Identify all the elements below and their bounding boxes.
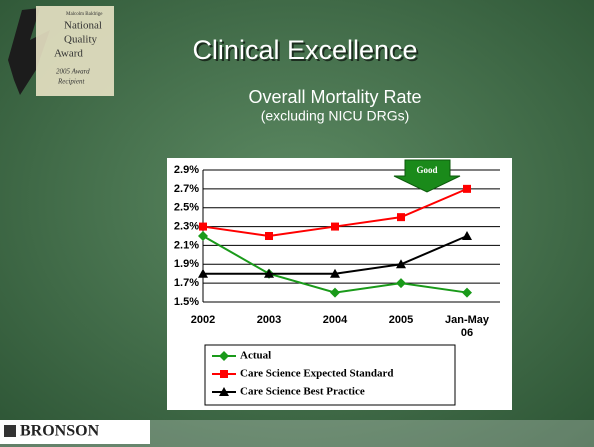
y-tick-label: 2.3% xyxy=(174,220,199,232)
y-tick-label: 2.1% xyxy=(174,239,199,251)
logo-text: Award xyxy=(54,48,83,60)
x-tick-label: 2004 xyxy=(323,314,348,326)
marker xyxy=(462,287,472,298)
footer-icon xyxy=(4,425,16,437)
marker xyxy=(463,184,471,193)
logo-emblem xyxy=(8,8,50,95)
legend-marker xyxy=(219,351,229,361)
slide-title: Clinical Excellence xyxy=(192,35,417,65)
footer-plate xyxy=(0,420,150,444)
x-tick-label: 2003 xyxy=(257,314,281,326)
y-tick-label: 1.5% xyxy=(174,296,199,308)
legend-marker xyxy=(220,370,228,378)
chart-subtitle: (excluding NICU DRGs) xyxy=(261,108,410,124)
marker xyxy=(396,278,406,289)
marker xyxy=(397,213,405,222)
y-tick-label: 1.7% xyxy=(174,277,199,289)
legend-box xyxy=(204,344,456,406)
y-tick-label: 2.9% xyxy=(174,164,199,176)
legend-label: Care Science Best Practice xyxy=(240,386,365,398)
y-tick-label: 2.7% xyxy=(174,183,199,195)
logo: Malcolm Baldrige National Quality Award … xyxy=(8,6,114,96)
legend-label: Care Science Expected Standard xyxy=(240,368,393,380)
marker xyxy=(198,231,208,241)
marker xyxy=(330,287,340,298)
marker xyxy=(264,268,274,278)
marker xyxy=(396,259,406,269)
logo-text: Quality xyxy=(64,34,97,46)
x-tick-label: 2002 xyxy=(191,314,215,326)
marker xyxy=(331,222,339,231)
title-shadow: Clinical Excellence xyxy=(194,37,419,67)
footer-text: BRONSON xyxy=(20,423,100,440)
logo-text: Recipient xyxy=(57,78,85,86)
good-arrow xyxy=(393,159,461,193)
logo-text: 2005 Award xyxy=(56,68,90,76)
marker xyxy=(265,232,273,240)
marker xyxy=(199,222,207,231)
annotation: Good xyxy=(416,165,437,175)
marker xyxy=(330,268,340,278)
plot: 1.5% 1.7% 1.9% 2.1% 2.3% 2.5% 2.7% 2.9% 2002 2003… xyxy=(174,164,500,398)
marker xyxy=(462,231,472,240)
chart-title: Overall Mortality Rate xyxy=(248,87,421,107)
x-tick-label: 2005 xyxy=(389,314,413,326)
marker xyxy=(198,268,208,278)
y-tick-label: 2.5% xyxy=(174,202,199,214)
x-tick-label: Jan-May 06 xyxy=(445,314,490,339)
logo-text: National xyxy=(64,20,102,32)
y-tick-label: 1.9% xyxy=(174,258,199,270)
logo-text: Malcolm Baldrige xyxy=(66,12,103,17)
logo-plate xyxy=(36,6,114,96)
legend-marker xyxy=(219,387,229,396)
legend-label: Actual xyxy=(240,350,271,362)
